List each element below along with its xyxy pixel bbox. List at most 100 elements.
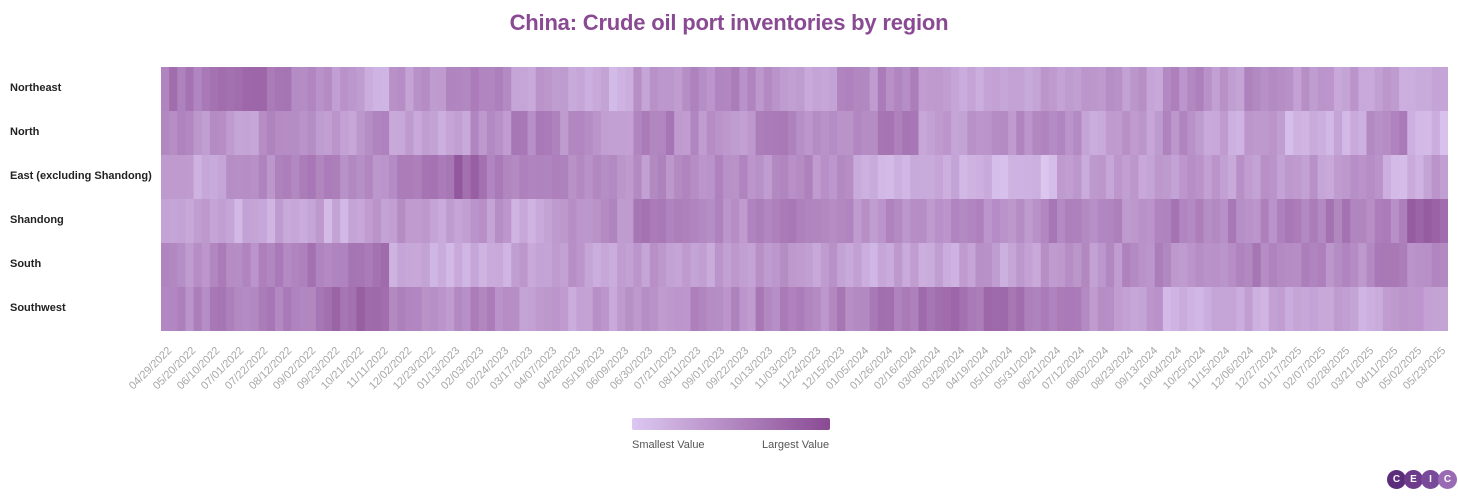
heatmap-cell — [674, 287, 683, 331]
heatmap-cell — [454, 243, 463, 288]
heatmap-cell — [959, 67, 969, 112]
heatmap-cell — [853, 111, 863, 156]
heatmap-cell — [527, 67, 537, 112]
heatmap-cell — [1065, 67, 1074, 112]
heatmap-cell — [1333, 287, 1343, 331]
heatmap-cell — [1187, 287, 1197, 331]
heatmap-cell — [340, 199, 349, 244]
heatmap-cell — [1057, 287, 1066, 331]
heatmap-cell — [315, 243, 325, 288]
heatmap-cell — [1252, 287, 1262, 331]
heatmap-cell — [494, 243, 504, 288]
heatmap-cell — [918, 287, 928, 331]
heatmap-cell — [348, 199, 358, 244]
heatmap-cell — [462, 243, 472, 288]
heatmap-cell — [380, 199, 390, 244]
heatmap-cell — [812, 287, 822, 331]
heatmap-cell — [926, 199, 936, 244]
heatmap-cell — [1008, 67, 1017, 112]
heatmap-cell — [804, 111, 814, 156]
heatmap-cell — [413, 67, 423, 112]
heatmap-cell — [690, 199, 700, 244]
heatmap-cell — [918, 243, 928, 288]
heatmap-cell — [1081, 111, 1091, 156]
heatmap-cell — [592, 111, 602, 156]
heatmap-cell — [527, 111, 537, 156]
heatmap-cell — [332, 243, 341, 288]
heatmap-cell — [714, 243, 724, 288]
heatmap-cell — [633, 67, 643, 112]
heatmap-cell — [771, 243, 781, 288]
heatmap-cell — [348, 287, 358, 331]
heatmap-cell — [185, 199, 195, 244]
heatmap-cell — [478, 243, 488, 288]
heatmap-cell — [682, 155, 692, 200]
heatmap-cell — [315, 67, 325, 112]
heatmap-cell — [1293, 199, 1302, 244]
heatmap-cell — [804, 155, 814, 200]
heatmap-cell — [600, 287, 610, 331]
heatmap-cell — [446, 199, 455, 244]
heatmap-cell — [1301, 287, 1311, 331]
heatmap-cell — [1016, 287, 1026, 331]
ceic-logo-letter: I — [1421, 470, 1440, 489]
heatmap-cell — [1154, 111, 1164, 156]
heatmap-cell — [812, 111, 822, 156]
heatmap-cell — [1293, 67, 1302, 112]
heatmap-cell — [1081, 155, 1091, 200]
heatmap-cell — [1382, 199, 1392, 244]
heatmap-cell — [1024, 155, 1034, 200]
heatmap-cell — [698, 111, 708, 156]
heatmap-cell — [894, 155, 903, 200]
heatmap-cell — [161, 199, 170, 244]
heatmap-cell — [389, 287, 398, 331]
heatmap-cell — [853, 287, 863, 331]
heatmap-cell — [470, 287, 480, 331]
heatmap-cell — [934, 155, 944, 200]
heatmap-cell — [747, 67, 757, 112]
heatmap-cell — [397, 111, 406, 156]
heatmap-cell — [641, 155, 651, 200]
heatmap-cell — [1130, 67, 1140, 112]
heatmap-cell — [666, 243, 675, 288]
heatmap-cell — [649, 199, 659, 244]
heatmap-cell — [1431, 111, 1441, 156]
heatmap-cell — [340, 287, 349, 331]
heatmap-cell — [1325, 287, 1335, 331]
heatmap-cell — [494, 155, 504, 200]
heatmap-cell — [706, 243, 716, 288]
heatmap-cell — [315, 155, 325, 200]
heatmap-cell — [1236, 287, 1245, 331]
heatmap-cell — [1252, 67, 1262, 112]
heatmap-cell — [242, 67, 252, 112]
heatmap-cell — [258, 287, 268, 331]
heatmap-cell — [723, 287, 732, 331]
heatmap-cell — [389, 155, 398, 200]
heatmap-cell — [1219, 287, 1229, 331]
heatmap-cell — [747, 287, 757, 331]
heatmap-cell — [275, 287, 284, 331]
heatmap-cell — [1024, 199, 1034, 244]
heatmap-cell — [861, 155, 871, 200]
heatmap-cell — [804, 243, 814, 288]
heatmap-cell — [1008, 155, 1017, 200]
heatmap-cell — [1138, 111, 1148, 156]
heatmap-cell — [266, 67, 276, 112]
heatmap-cell — [983, 243, 993, 288]
heatmap-cell — [1342, 67, 1351, 112]
heatmap-cell — [617, 287, 626, 331]
heatmap-cell — [1244, 111, 1254, 156]
heatmap-cell — [275, 243, 284, 288]
heatmap-cell — [991, 287, 1001, 331]
heatmap-cell — [1244, 155, 1254, 200]
heatmap-cell — [551, 287, 561, 331]
heatmap-cell — [959, 199, 969, 244]
heatmap-cell — [1285, 155, 1294, 200]
heatmap-cell — [1211, 67, 1221, 112]
heatmap-cell — [657, 155, 667, 200]
heatmap-cell — [885, 155, 895, 200]
heatmap-cell — [951, 111, 960, 156]
heatmap-cell — [1228, 67, 1237, 112]
heatmap-cell — [1057, 67, 1066, 112]
heatmap-cell — [372, 67, 382, 112]
